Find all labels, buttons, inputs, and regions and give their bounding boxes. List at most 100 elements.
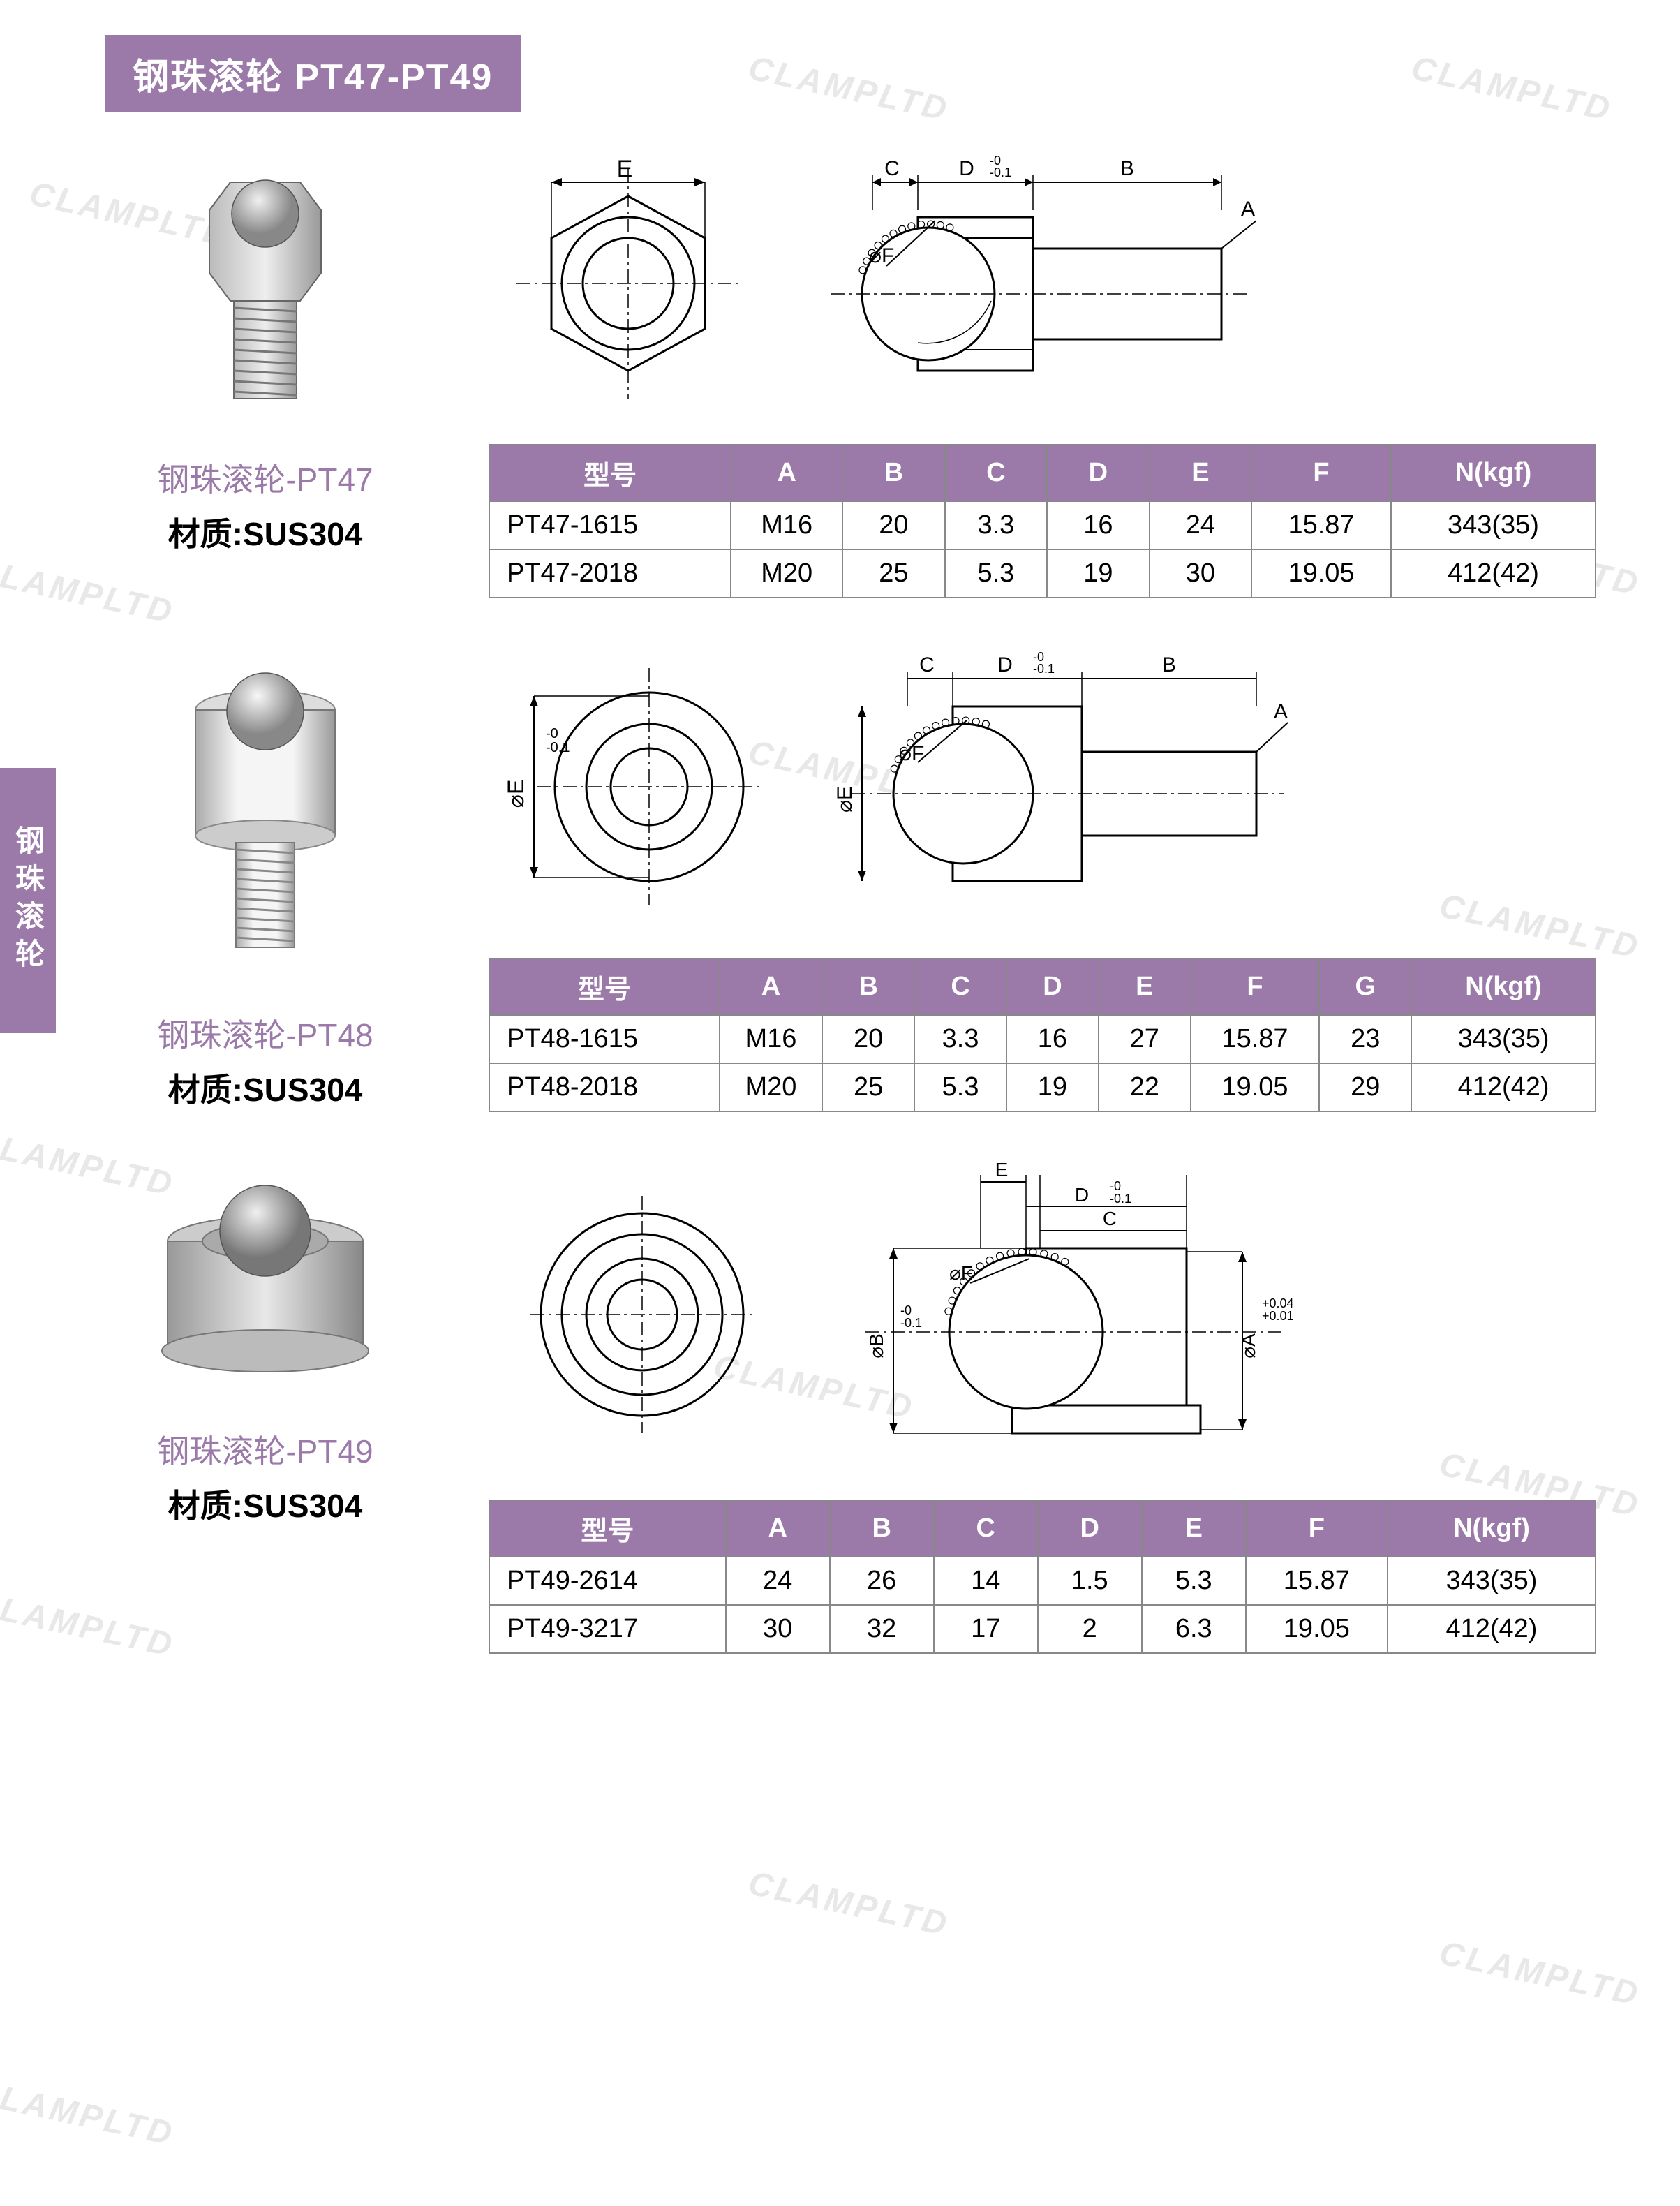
product-row: 钢珠滚轮-PT47材质:SUS304 E C D -0-0.1 B xyxy=(84,140,1596,598)
svg-text:+0.04: +0.04 xyxy=(1262,1296,1294,1310)
table-cell: 15.87 xyxy=(1246,1557,1388,1605)
svg-text:-0: -0 xyxy=(1110,1179,1121,1193)
svg-text:-0.1: -0.1 xyxy=(546,740,570,755)
svg-text:⌀B: ⌀B xyxy=(865,1333,887,1359)
svg-text:C: C xyxy=(1103,1208,1117,1229)
svg-text:-0: -0 xyxy=(546,726,558,741)
product-row: 钢珠滚轮-PT49材质:SUS304 E D -0-0.1 C ⌀F xyxy=(84,1154,1596,1654)
table-row: PT48-2018M20255.3192219.0529412(42) xyxy=(489,1063,1596,1111)
svg-text:B: B xyxy=(1162,653,1176,676)
table-cell: 25 xyxy=(822,1063,914,1111)
table-cell: 27 xyxy=(1099,1015,1191,1063)
table-cell: M16 xyxy=(720,1015,823,1063)
watermark: CLAMPLTD xyxy=(1436,1934,1643,2014)
table-cell: 19 xyxy=(1006,1063,1099,1111)
svg-text:-0: -0 xyxy=(900,1303,912,1317)
product-material: 材质:SUS304 xyxy=(84,509,447,555)
table-cell: 343(35) xyxy=(1388,1557,1596,1605)
table-cell: 15.87 xyxy=(1251,501,1391,549)
table-cell: PT49-3217 xyxy=(489,1605,726,1653)
table-cell: 3.3 xyxy=(945,501,1048,549)
table-header: F xyxy=(1191,958,1320,1015)
side-tab: 钢珠滚轮 xyxy=(0,768,56,1033)
table-cell: 16 xyxy=(1047,501,1150,549)
table-cell: 5.3 xyxy=(945,549,1048,598)
table-cell: 19 xyxy=(1047,549,1150,598)
product-row: 钢珠滚轮-PT48材质:SUS304 ⌀E -0-0.1 C D -0-0.1 … xyxy=(84,640,1596,1112)
table-header: 型号 xyxy=(489,958,720,1015)
table-cell: 412(42) xyxy=(1388,1605,1596,1653)
table-cell: 30 xyxy=(726,1605,830,1653)
table-cell: 343(35) xyxy=(1391,501,1596,549)
table-header: 型号 xyxy=(489,1500,726,1557)
product-name: 钢珠滚轮-PT49 xyxy=(84,1426,447,1472)
table-cell: 19.05 xyxy=(1251,549,1391,598)
side-view-diagram: C D -0-0.1 B ⌀F A xyxy=(810,140,1284,423)
table-cell: 30 xyxy=(1150,549,1252,598)
product-image xyxy=(133,1154,398,1405)
svg-text:⌀A: ⌀A xyxy=(1237,1333,1259,1359)
product-material: 材质:SUS304 xyxy=(84,1065,447,1111)
table-header: D xyxy=(1006,958,1099,1015)
table-row: PT47-1615M16203.3162415.87343(35) xyxy=(489,501,1596,549)
svg-text:-0.1: -0.1 xyxy=(900,1316,922,1330)
svg-text:+0.01: +0.01 xyxy=(1262,1309,1294,1323)
table-header: D xyxy=(1038,1500,1142,1557)
table-header: G xyxy=(1319,958,1411,1015)
table-cell: 23 xyxy=(1319,1015,1411,1063)
table-cell: 26 xyxy=(830,1557,934,1605)
svg-text:⌀F: ⌀F xyxy=(869,244,894,267)
table-cell: 5.3 xyxy=(1142,1557,1246,1605)
table-header: N(kgf) xyxy=(1391,445,1596,501)
table-row: PT48-1615M16203.3162715.8723343(35) xyxy=(489,1015,1596,1063)
table-header: D xyxy=(1047,445,1150,501)
product-image xyxy=(133,140,398,434)
svg-text:C: C xyxy=(919,653,935,676)
table-row: PT49-26142426141.55.315.87343(35) xyxy=(489,1557,1596,1605)
product-name: 钢珠滚轮-PT47 xyxy=(84,454,447,501)
spec-table: 型号ABCDEFN(kgf)PT49-26142426141.55.315.87… xyxy=(489,1500,1596,1654)
table-cell: PT49-2614 xyxy=(489,1557,726,1605)
table-cell: 20 xyxy=(842,501,945,549)
table-cell: 32 xyxy=(830,1605,934,1653)
table-cell: 15.87 xyxy=(1191,1015,1320,1063)
svg-text:⌀E: ⌀E xyxy=(833,786,856,813)
top-view-diagram: ⌀E -0-0.1 xyxy=(503,647,768,930)
table-cell: 24 xyxy=(726,1557,830,1605)
svg-text:⌀F: ⌀F xyxy=(899,742,924,765)
table-header: B xyxy=(822,958,914,1015)
table-header: C xyxy=(914,958,1006,1015)
table-cell: PT48-1615 xyxy=(489,1015,720,1063)
table-header: C xyxy=(934,1500,1038,1557)
table-cell: 19.05 xyxy=(1246,1605,1388,1653)
table-header: E xyxy=(1099,958,1191,1015)
table-cell: 24 xyxy=(1150,501,1252,549)
side-view-diagram: C D -0-0.1 B ⌀F A ⌀E xyxy=(824,640,1312,937)
svg-text:-0.1: -0.1 xyxy=(1110,1192,1131,1206)
table-header: N(kgf) xyxy=(1388,1500,1596,1557)
table-cell: 14 xyxy=(934,1557,1038,1605)
table-cell: 25 xyxy=(842,549,945,598)
spec-table: 型号ABCDEFGN(kgf)PT48-1615M16203.3162715.8… xyxy=(489,958,1596,1112)
svg-text:A: A xyxy=(1241,198,1255,221)
table-header: C xyxy=(945,445,1048,501)
svg-text:⌀F: ⌀F xyxy=(949,1262,973,1284)
table-row: PT47-2018M20255.3193019.05412(42) xyxy=(489,549,1596,598)
table-header: A xyxy=(726,1500,830,1557)
table-header: N(kgf) xyxy=(1411,958,1596,1015)
top-view-diagram: E xyxy=(503,147,754,416)
table-cell: 1.5 xyxy=(1038,1557,1142,1605)
table-cell: 412(42) xyxy=(1411,1063,1596,1111)
watermark: CLAMPLTD xyxy=(745,49,952,129)
page-title: 钢珠滚轮 PT47-PT49 xyxy=(105,35,521,112)
svg-text:B: B xyxy=(1120,157,1134,180)
svg-text:-0.1: -0.1 xyxy=(1033,662,1055,676)
watermark: CLAMPLTD xyxy=(745,1864,952,1944)
svg-text:D: D xyxy=(959,157,974,180)
table-header: E xyxy=(1150,445,1252,501)
watermark: CLAMPLTD xyxy=(0,2073,178,2154)
table-cell: 19.05 xyxy=(1191,1063,1320,1111)
table-row: PT49-321730321726.319.05412(42) xyxy=(489,1605,1596,1653)
table-header: B xyxy=(830,1500,934,1557)
side-view-diagram: E D -0-0.1 C ⌀F ⌀B -0-0.1 ⌀A xyxy=(824,1154,1326,1479)
